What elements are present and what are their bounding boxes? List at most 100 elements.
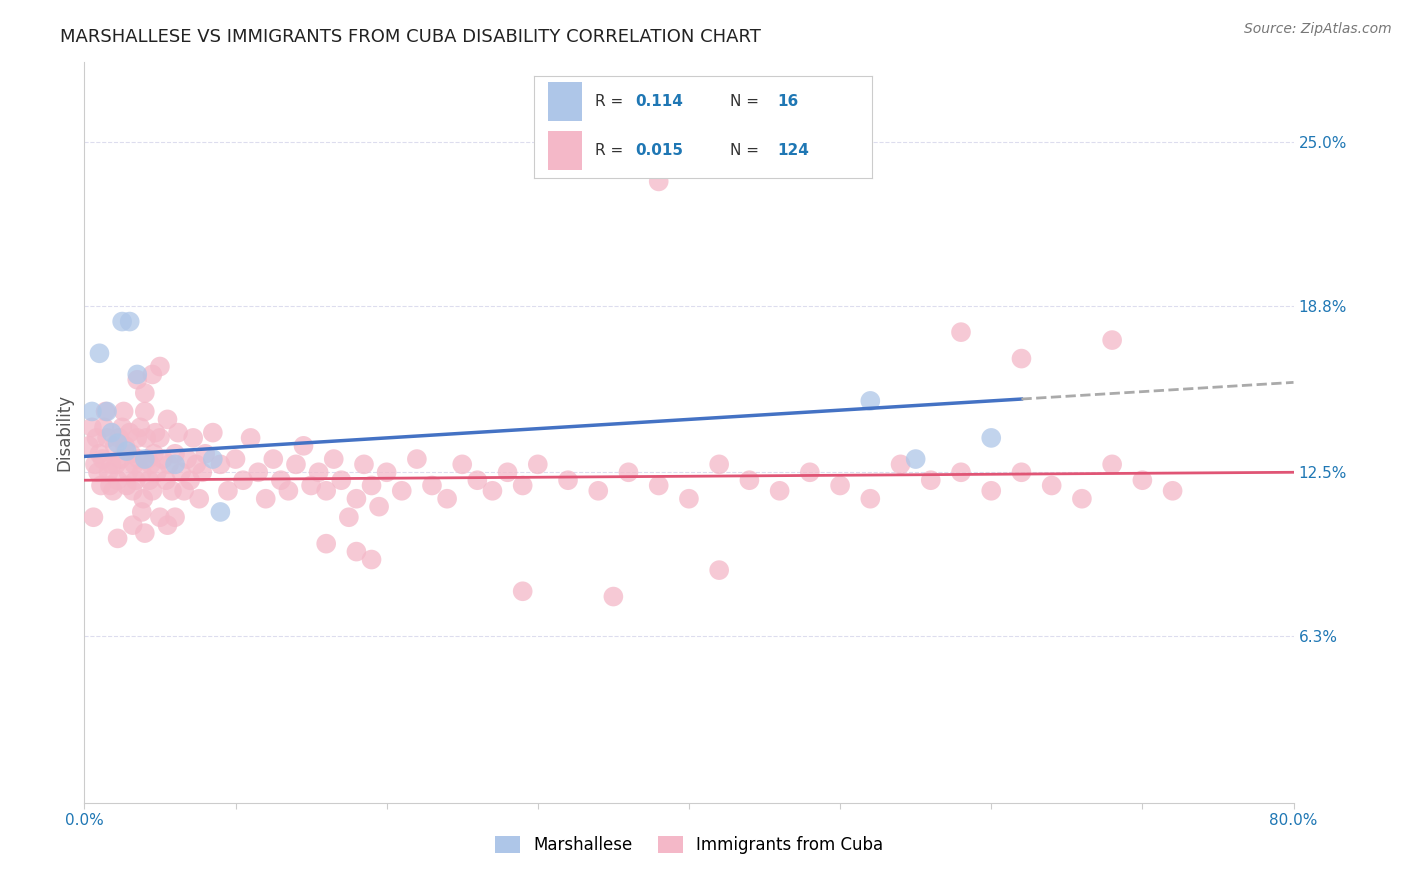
- Point: [131, 465, 153, 479]
- Point: [111, 420, 134, 434]
- Point: [141, 368, 163, 382]
- Point: [1011, 465, 1033, 479]
- Point: [101, 483, 124, 498]
- Point: [127, 368, 149, 382]
- Point: [201, 452, 224, 467]
- Point: [128, 452, 150, 467]
- Point: [80, 420, 103, 434]
- Point: [678, 491, 700, 506]
- Text: N =: N =: [730, 144, 763, 158]
- Point: [890, 458, 912, 472]
- Point: [368, 500, 391, 514]
- Point: [209, 458, 232, 472]
- Point: [527, 458, 550, 472]
- Point: [179, 473, 201, 487]
- Point: [149, 510, 172, 524]
- Point: [89, 346, 111, 360]
- Point: [232, 473, 254, 487]
- Point: [920, 473, 942, 487]
- Point: [330, 473, 353, 487]
- Point: [117, 465, 139, 479]
- Point: [262, 452, 284, 467]
- Point: [145, 425, 167, 440]
- Text: R =: R =: [595, 144, 628, 158]
- Point: [512, 478, 534, 492]
- Point: [315, 483, 337, 498]
- Point: [360, 552, 382, 566]
- Point: [141, 483, 163, 498]
- Point: [96, 404, 118, 418]
- Point: [134, 386, 156, 401]
- Point: [209, 505, 232, 519]
- Point: [107, 473, 129, 487]
- Point: [135, 431, 157, 445]
- Point: [84, 458, 107, 472]
- Point: [94, 404, 117, 418]
- Point: [129, 420, 152, 434]
- Point: [90, 478, 112, 492]
- Point: [346, 544, 368, 558]
- Point: [97, 465, 120, 479]
- Point: [1161, 483, 1184, 498]
- Point: [481, 483, 503, 498]
- Point: [87, 465, 110, 479]
- Point: [557, 473, 579, 487]
- Point: [1071, 491, 1094, 506]
- Point: [1101, 333, 1123, 347]
- Point: [134, 526, 156, 541]
- Point: [165, 510, 187, 524]
- Point: [1101, 458, 1123, 472]
- Point: [173, 483, 195, 498]
- Point: [110, 452, 132, 467]
- Point: [648, 478, 671, 492]
- Point: [131, 505, 153, 519]
- Point: [225, 452, 247, 467]
- Point: [859, 491, 882, 506]
- Point: [769, 483, 792, 498]
- Point: [709, 458, 731, 472]
- Point: [950, 465, 973, 479]
- Point: [170, 465, 193, 479]
- Point: [134, 404, 156, 418]
- Point: [136, 452, 159, 467]
- FancyBboxPatch shape: [548, 82, 582, 121]
- Point: [167, 425, 190, 440]
- Point: [107, 532, 129, 546]
- Point: [420, 478, 443, 492]
- Point: [308, 465, 330, 479]
- Point: [217, 483, 239, 498]
- Point: [132, 491, 155, 506]
- Text: R =: R =: [595, 94, 628, 109]
- Point: [156, 412, 179, 426]
- Point: [315, 536, 337, 550]
- Point: [322, 452, 344, 467]
- Point: [950, 325, 973, 339]
- Point: [859, 393, 882, 408]
- Point: [138, 473, 160, 487]
- Point: [201, 425, 224, 440]
- Point: [496, 465, 519, 479]
- Point: [139, 458, 162, 472]
- Point: [436, 491, 458, 506]
- Point: [270, 473, 292, 487]
- Point: [277, 483, 299, 498]
- Point: [194, 447, 217, 461]
- Point: [121, 483, 143, 498]
- Point: [91, 452, 114, 467]
- Point: [1130, 473, 1153, 487]
- Point: [980, 431, 1002, 445]
- Point: [122, 458, 145, 472]
- Text: 16: 16: [778, 94, 799, 109]
- Point: [155, 473, 177, 487]
- Point: [100, 458, 122, 472]
- Point: [86, 431, 108, 445]
- Text: N =: N =: [730, 94, 763, 109]
- Point: [617, 465, 640, 479]
- Point: [105, 458, 128, 472]
- Point: [93, 420, 115, 434]
- Point: [292, 439, 315, 453]
- Point: [118, 315, 141, 329]
- Point: [980, 483, 1002, 498]
- Point: [96, 431, 118, 445]
- Text: 0.114: 0.114: [636, 94, 683, 109]
